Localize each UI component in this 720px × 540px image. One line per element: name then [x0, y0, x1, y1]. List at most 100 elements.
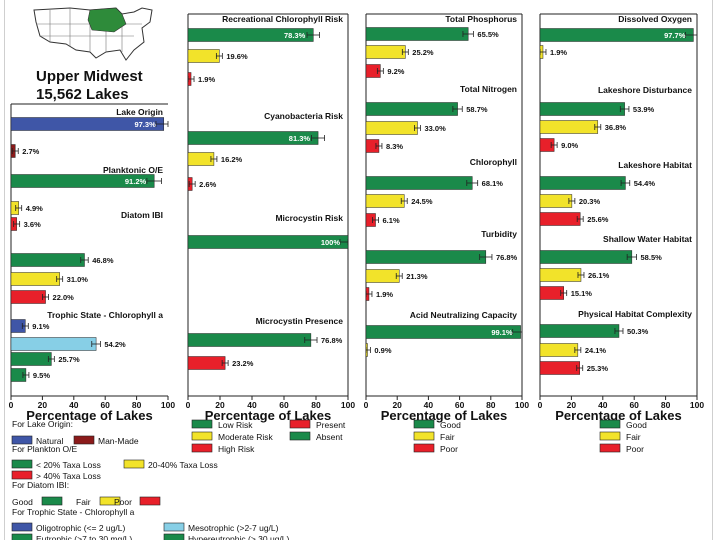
data-label: 81.3%	[289, 134, 311, 143]
bar-green	[365, 27, 469, 41]
region-map	[30, 2, 158, 66]
x-tick-label: 20	[215, 400, 225, 410]
data-label: 25.6%	[587, 215, 609, 224]
bar-lightblue	[10, 337, 97, 351]
data-label: 19.6%	[226, 52, 248, 61]
bar-yellow	[539, 343, 579, 357]
x-tick-label: 100	[690, 400, 704, 410]
data-label: 58.7%	[466, 105, 488, 114]
data-label: 2.7%	[22, 147, 39, 156]
x-tick-label: 80	[486, 400, 496, 410]
data-label: 99.1%	[491, 328, 513, 337]
data-label: 36.8%	[605, 123, 627, 132]
data-label: 53.9%	[633, 105, 655, 114]
subplot-title: Dissolved Oxygen	[618, 14, 692, 24]
legend-swatch	[139, 496, 161, 506]
bar-green	[365, 102, 458, 116]
bar-red	[539, 212, 581, 226]
legend-swatch	[163, 533, 185, 540]
bar-green	[365, 176, 473, 190]
data-label: 97.7%	[664, 31, 686, 40]
legend-panel3: Good Fair Poor	[413, 419, 461, 454]
legend-label: Good	[440, 420, 461, 430]
data-label: 1.9%	[198, 75, 215, 84]
data-label: 9.2%	[387, 67, 404, 76]
subplot-title: Planktonic O/E	[103, 165, 163, 175]
legend-swatch	[413, 431, 435, 441]
legend-swatch	[99, 496, 121, 506]
legend-label: Absent	[316, 432, 343, 442]
legend-group-title: For Lake Origin:	[12, 419, 73, 429]
right-divider	[712, 0, 713, 540]
subplot-title: Diatom IBI	[121, 210, 163, 220]
legend-label: Low Risk	[218, 420, 253, 430]
data-label: 25.2%	[412, 48, 434, 57]
legend-swatch	[163, 522, 185, 532]
data-label: 9.0%	[561, 141, 578, 150]
data-label: 24.5%	[411, 197, 433, 206]
x-tick-label: 80	[661, 400, 671, 410]
legend-label: Mesotrophic (>2-7 ug/L)	[188, 523, 279, 533]
data-label: 100%	[321, 238, 341, 247]
subplot-title: Recreational Chlorophyll Risk	[222, 14, 343, 24]
bar-yellow	[365, 269, 400, 283]
x-tick-label: 20	[38, 400, 48, 410]
data-label: 68.1%	[482, 179, 504, 188]
legend-label: > 40% Taxa Loss	[36, 471, 101, 481]
subplot-title: Turbidity	[481, 229, 517, 239]
x-tick-label: 100	[515, 400, 529, 410]
legend-label: Poor	[626, 444, 644, 454]
data-label: 2.6%	[199, 180, 216, 189]
legend-label: Hypereutrophic (> 30 ug/L)	[188, 534, 290, 540]
data-label: 46.8%	[92, 256, 114, 265]
legend-label: Eutrophic (>7 to 30 mg/L)	[36, 534, 132, 540]
x-tick-label: 0	[9, 400, 14, 410]
subplot-title: Lake Origin	[116, 107, 163, 117]
data-label: 20.3%	[579, 197, 601, 206]
bar-green	[539, 324, 620, 338]
bar-green	[10, 253, 85, 267]
data-label: 65.5%	[477, 30, 499, 39]
data-label: 24.1%	[585, 346, 607, 355]
subplot-title: Shallow Water Habitat	[603, 234, 692, 244]
subplot-title: Total Nitrogen	[460, 84, 517, 94]
x-tick-label: 20	[392, 400, 402, 410]
legend-swatch	[41, 496, 63, 506]
legend-label: Poor	[440, 444, 458, 454]
data-label: 21.3%	[406, 272, 428, 281]
data-label: 23.2%	[232, 359, 254, 368]
legend-label: Fair	[76, 497, 91, 507]
legend-swatch	[191, 443, 213, 453]
bar-yellow	[365, 194, 405, 208]
bar-yellow	[365, 121, 418, 135]
legend-swatch	[11, 459, 33, 469]
bar-red	[10, 290, 46, 304]
left-divider	[4, 0, 5, 540]
x-axis-label: Percentage of Lakes	[555, 408, 681, 423]
data-label: 16.2%	[221, 155, 243, 164]
legend-label: Oligotrophic (<= 2 ug/L)	[36, 523, 125, 533]
data-label: 1.9%	[376, 290, 393, 299]
legend-swatch	[413, 443, 435, 453]
x-tick-label: 80	[132, 400, 142, 410]
data-label: 54.2%	[104, 340, 126, 349]
legend-panel1: For Lake Origin: Natural Man-Made For Plank…	[11, 419, 290, 540]
legend-swatch	[289, 419, 311, 429]
legend-swatch	[191, 431, 213, 441]
bar-red	[539, 286, 564, 300]
legend-label: < 20% Taxa Loss	[36, 460, 101, 470]
data-label: 50.3%	[627, 327, 649, 336]
x-tick-label: 60	[279, 400, 289, 410]
x-tick-label: 20	[567, 400, 577, 410]
data-label: 9.5%	[33, 371, 50, 380]
x-tick-label: 40	[69, 400, 79, 410]
region-title: Upper Midwest	[36, 68, 143, 85]
legend-label: Poor	[114, 497, 132, 507]
bar-green	[187, 333, 312, 347]
x-tick-label: 60	[629, 400, 639, 410]
chart-panel4: 0 20 40 60 80 100 Percentage of Lakes Dissolved…	[538, 13, 704, 423]
data-label: 91.2%	[125, 177, 147, 186]
x-tick-label: 0	[186, 400, 191, 410]
x-tick-label: 60	[455, 400, 465, 410]
